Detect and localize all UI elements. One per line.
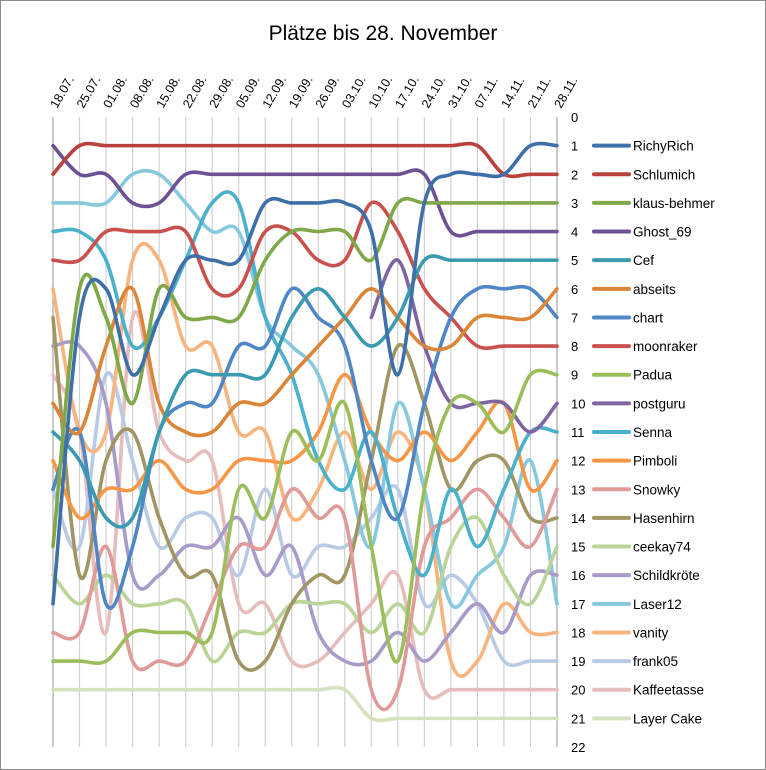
- legend-label: Padua: [633, 368, 673, 383]
- series-line-padua: [51, 368, 559, 665]
- x-tick-label: 22.08.: [180, 73, 210, 110]
- legend-label: abseits: [633, 282, 676, 297]
- legend-label: Kaffeetasse: [633, 683, 704, 698]
- legend: RichyRich Schlumich klaus-behmer Ghost_69 Ce…: [592, 139, 715, 726]
- series-line-vanity: [51, 242, 559, 678]
- series-line-ghost-69: [51, 143, 559, 238]
- x-tick-label: 21.11.: [525, 74, 554, 110]
- y-tick-label: 6: [571, 282, 578, 297]
- x-tick-label: 12.09.: [260, 73, 290, 110]
- series-line-kaffeetasse: [51, 310, 559, 700]
- y-tick-label: 13: [571, 482, 585, 497]
- legend-label: chart: [633, 310, 663, 325]
- legend-label: frank05: [633, 654, 678, 669]
- series-line-richyrich: [51, 141, 559, 606]
- legend-label: postguru: [633, 396, 686, 411]
- y-tick-label: 5: [571, 253, 578, 268]
- y-tick-label: 15: [571, 540, 585, 555]
- y-tick-label: 16: [571, 568, 585, 583]
- series-line-moonraker: [51, 200, 559, 350]
- legend-label: Ghost_69: [633, 225, 692, 240]
- legend-label: Senna: [633, 425, 673, 440]
- series-line-postguru: [369, 258, 559, 434]
- legend-label: klaus-behmer: [633, 196, 715, 211]
- y-tick-label: 17: [571, 597, 585, 612]
- x-tick-label: 26.09.: [313, 73, 343, 110]
- series-line-schlumich: [51, 141, 559, 179]
- y-tick-label: 19: [571, 654, 585, 669]
- y-tick-label: 21: [571, 711, 585, 726]
- y-tick-label: 0: [571, 110, 578, 125]
- x-tick-label: 05.09.: [233, 73, 263, 110]
- legend-label: Hasenhirn: [633, 511, 695, 526]
- y-tick-label: 14: [571, 511, 585, 526]
- series-line-senna: [51, 190, 559, 578]
- x-tick-label: 15.08.: [154, 73, 184, 110]
- legend-label: Snowky: [633, 482, 681, 497]
- legend-label: vanity: [633, 625, 669, 640]
- y-tick-label: 18: [571, 625, 585, 640]
- x-tick-label: 03.10.: [339, 73, 369, 110]
- x-axis-labels: 18.07.25.07.01.08.08.08.15.08.22.08.29.0…: [47, 73, 580, 110]
- legend-label: Pimboli: [633, 454, 677, 469]
- x-tick-label: 07.11.: [472, 74, 501, 110]
- series-line-frank05: [51, 371, 559, 668]
- series-line-klaus-behmer: [51, 196, 559, 549]
- series-line-snowky: [51, 487, 559, 712]
- y-tick-label: 11: [571, 425, 585, 440]
- x-tick-label: 28.11.: [551, 74, 580, 110]
- series-line-chart: [51, 284, 559, 610]
- legend-label: Layer Cake: [633, 711, 702, 726]
- x-tick-label: 29.08.: [207, 73, 237, 110]
- x-tick-label: 08.08.: [127, 73, 157, 110]
- legend-label: RichyRich: [633, 139, 694, 154]
- legend-label: moonraker: [633, 339, 698, 354]
- x-tick-label: 24.10.: [419, 73, 449, 110]
- x-tick-label: 10.10.: [366, 73, 396, 110]
- y-tick-label: 3: [571, 196, 578, 211]
- x-tick-label: 18.07.: [47, 73, 77, 110]
- y-tick-label: 22: [571, 740, 585, 755]
- legend-label: Schlumich: [633, 167, 695, 182]
- y-tick-label: 12: [571, 454, 585, 469]
- series-line-abseits: [51, 285, 559, 438]
- y-tick-label: 7: [571, 310, 578, 325]
- x-tick-label: 25.07.: [74, 73, 104, 110]
- x-tick-label: 17.10.: [392, 73, 422, 110]
- x-tick-label: 14.11.: [498, 74, 527, 110]
- legend-label: ceekay74: [633, 540, 691, 555]
- y-tick-label: 20: [571, 683, 585, 698]
- y-tick-label: 10: [571, 396, 585, 411]
- y-tick-label: 8: [571, 339, 578, 354]
- legend-label: Laser12: [633, 597, 682, 612]
- legend-label: Cef: [633, 253, 654, 268]
- x-tick-label: 19.09.: [286, 73, 316, 110]
- y-tick-label: 4: [571, 225, 578, 240]
- series-line-pimboli: [51, 372, 559, 521]
- chart-title: Plätze bis 28. November: [268, 22, 498, 45]
- y-tick-label: 2: [571, 167, 578, 182]
- legend-label: Schildkröte: [633, 568, 700, 583]
- y-tick-label: 9: [571, 368, 578, 383]
- y-tick-label: 1: [571, 139, 578, 154]
- x-tick-label: 31.10.: [445, 73, 475, 110]
- series-line-layer-cake: [51, 685, 559, 723]
- series-line-cef: [51, 254, 559, 529]
- series-lines: [51, 141, 559, 723]
- x-tick-label: 01.08.: [101, 73, 131, 110]
- series-line-ceekay74: [51, 515, 559, 664]
- series-line-hasenhirn: [51, 315, 559, 672]
